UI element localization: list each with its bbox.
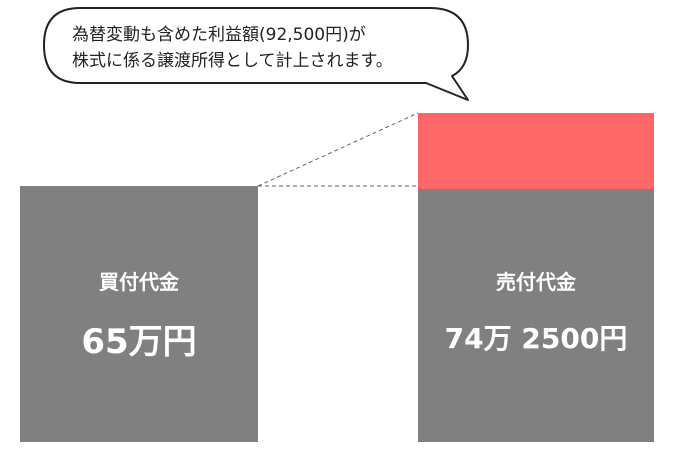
purchase-amount: 65万円 — [81, 322, 197, 362]
sale-amount-bar: 売付代金 74万 2500円 — [418, 189, 654, 442]
profit-block — [418, 113, 654, 189]
connector-line-top — [257, 112, 419, 187]
callout-line-1: 為替変動も含めた利益額(92,500円)が — [72, 25, 366, 45]
callout-line-2: 株式に係る譲渡所得として計上されます。 — [72, 51, 393, 71]
sale-label: 売付代金 — [496, 270, 576, 294]
purchase-label: 買付代金 — [99, 270, 179, 294]
speech-bubble — [43, 7, 469, 101]
purchase-amount-bar: 買付代金 65万円 — [20, 186, 258, 442]
sale-amount: 74万 2500円 — [444, 322, 628, 355]
callout-text: 為替変動も含めた利益額(92,500円)が 株式に係る譲渡所得として計上されます… — [72, 22, 452, 74]
